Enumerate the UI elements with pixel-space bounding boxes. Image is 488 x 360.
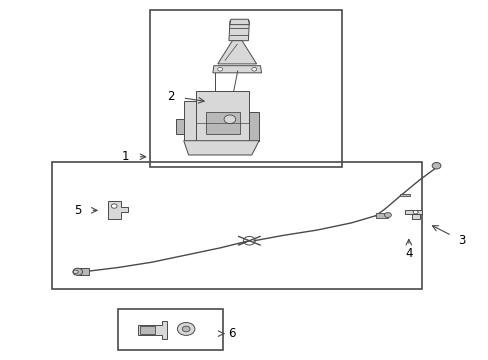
Bar xyxy=(118,309,222,350)
Bar xyxy=(140,327,154,334)
Polygon shape xyxy=(108,202,127,219)
Circle shape xyxy=(182,326,190,332)
Text: 6: 6 xyxy=(228,327,236,340)
Polygon shape xyxy=(183,141,259,155)
Circle shape xyxy=(73,270,78,274)
Circle shape xyxy=(251,67,256,71)
Bar xyxy=(205,112,239,134)
Circle shape xyxy=(384,212,390,217)
Polygon shape xyxy=(183,102,196,141)
Circle shape xyxy=(177,323,195,336)
Circle shape xyxy=(111,204,117,208)
Bar xyxy=(149,10,341,167)
Polygon shape xyxy=(229,19,249,24)
Circle shape xyxy=(73,268,82,275)
Polygon shape xyxy=(411,214,419,219)
Polygon shape xyxy=(196,91,249,148)
Polygon shape xyxy=(249,112,259,141)
Text: 2: 2 xyxy=(166,90,174,103)
Text: 1: 1 xyxy=(122,150,129,163)
Bar xyxy=(52,162,421,289)
Text: 3: 3 xyxy=(457,234,465,247)
Circle shape xyxy=(431,162,440,169)
Polygon shape xyxy=(137,321,166,339)
Polygon shape xyxy=(176,119,183,134)
Polygon shape xyxy=(212,66,261,73)
Circle shape xyxy=(412,210,417,214)
Text: 4: 4 xyxy=(404,247,412,260)
Circle shape xyxy=(217,67,222,71)
Polygon shape xyxy=(375,213,387,217)
Polygon shape xyxy=(404,210,421,214)
Polygon shape xyxy=(228,21,249,41)
Polygon shape xyxy=(399,194,409,197)
Circle shape xyxy=(224,115,235,123)
Text: 5: 5 xyxy=(74,204,81,217)
Polygon shape xyxy=(217,41,256,64)
Polygon shape xyxy=(78,268,89,275)
